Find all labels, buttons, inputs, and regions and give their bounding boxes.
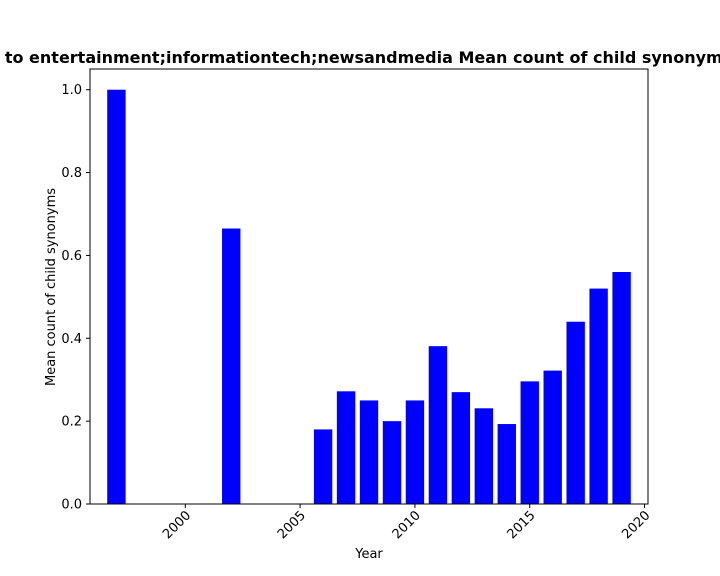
x-axis-ticks: 2000 2005 2010 2015 2020 [160, 504, 653, 542]
bar-2014 [497, 424, 516, 504]
bar-2009 [382, 421, 402, 504]
x-tick-label-2005: 2005 [275, 508, 309, 542]
x-tick-label-2020: 2020 [619, 508, 653, 542]
bar-1997 [107, 89, 126, 504]
bar-2010 [405, 400, 425, 504]
y-tick-label-0.0: 0.0 [61, 498, 82, 513]
y-tick-label-0.8: 0.8 [61, 166, 82, 181]
chart-title: d to entertainment;informationtech;newsa… [0, 48, 720, 67]
bar-2018 [589, 288, 608, 504]
bar-2011 [428, 346, 448, 504]
bar-2016 [543, 370, 562, 504]
y-tick-label-0.2: 0.2 [61, 415, 82, 430]
bar-2015 [520, 381, 539, 504]
bar-2008 [359, 400, 379, 504]
y-axis-label: Mean count of child synonyms [44, 188, 59, 386]
bar-2019 [612, 272, 631, 504]
x-tick-label-2015: 2015 [505, 508, 539, 542]
x-tick-label-2000: 2000 [160, 508, 194, 542]
y-tick-label-0.4: 0.4 [61, 332, 82, 347]
bar-2012 [451, 392, 471, 504]
bars-group [107, 89, 631, 504]
y-axis-ticks: 0.0 0.2 0.4 0.6 0.8 1.0 [61, 83, 90, 513]
bar-2002 [222, 228, 241, 504]
y-tick-label-0.6: 0.6 [61, 249, 82, 264]
x-axis-label: Year [354, 547, 383, 562]
bar-2017 [566, 321, 585, 504]
x-tick-label-2010: 2010 [390, 508, 424, 542]
bar-2007 [336, 391, 356, 504]
bar-2006 [313, 429, 333, 504]
bar-2013 [474, 408, 493, 504]
plot-frame [89, 68, 649, 505]
y-tick-label-1.0: 1.0 [61, 83, 82, 98]
